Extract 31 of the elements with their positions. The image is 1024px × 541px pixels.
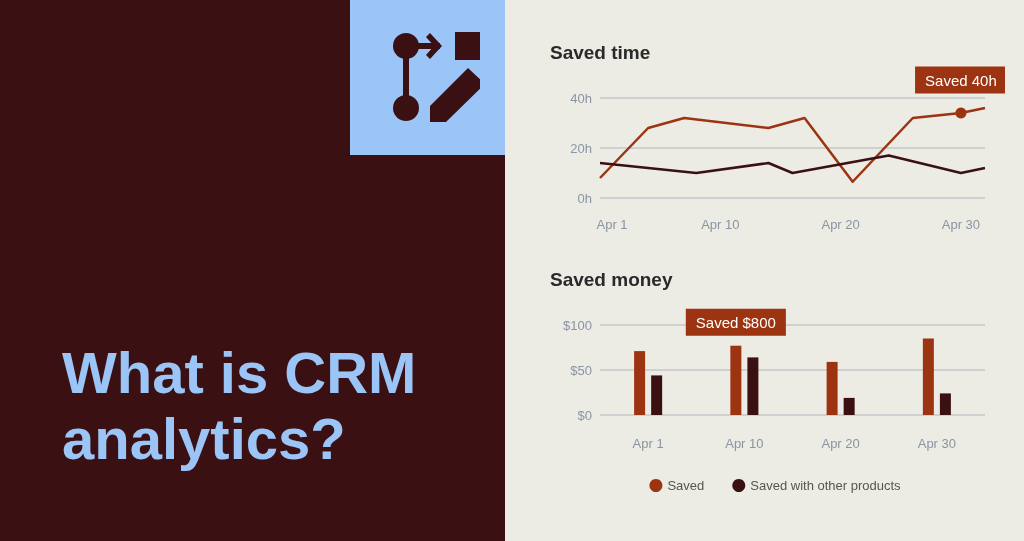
y-tick-label: 20h bbox=[570, 140, 592, 156]
x-tick-label: Apr 20 bbox=[821, 436, 860, 451]
annotation: Saved 40h bbox=[925, 71, 997, 89]
legend-label: Saved bbox=[667, 478, 705, 493]
line-series bbox=[598, 154, 987, 175]
line-series bbox=[598, 106, 987, 183]
text: What is CRM analytics? bbox=[62, 340, 418, 472]
x-tick-label: Apr 30 bbox=[917, 436, 957, 451]
annotation: Saved $800 bbox=[695, 313, 776, 331]
x-tick-label: Apr 20 bbox=[821, 217, 860, 232]
bar bbox=[730, 345, 742, 415]
chart-title: Saved money bbox=[550, 269, 673, 290]
bar bbox=[634, 351, 646, 415]
x-tick-label: Apr 10 bbox=[725, 436, 764, 451]
bar bbox=[651, 375, 663, 415]
bar bbox=[939, 393, 951, 415]
x-tick-label: Apr 1 bbox=[632, 436, 664, 451]
y-tick-label: $50 bbox=[570, 362, 592, 378]
y-tick-label: $0 bbox=[577, 407, 592, 423]
y-tick-label: $100 bbox=[563, 317, 592, 333]
bar bbox=[826, 361, 838, 415]
y-tick-label: 0h bbox=[577, 190, 592, 206]
y-tick-label: 40h bbox=[570, 90, 592, 106]
chart-title: Saved time bbox=[550, 42, 651, 63]
bar bbox=[747, 357, 759, 415]
x-tick-label: Apr 30 bbox=[941, 217, 981, 232]
x-tick-label: Apr 10 bbox=[701, 217, 740, 232]
bar bbox=[843, 397, 855, 415]
x-tick-label: Apr 1 bbox=[596, 217, 628, 232]
bar bbox=[922, 338, 934, 415]
legend-label: Saved with other products bbox=[750, 478, 902, 493]
